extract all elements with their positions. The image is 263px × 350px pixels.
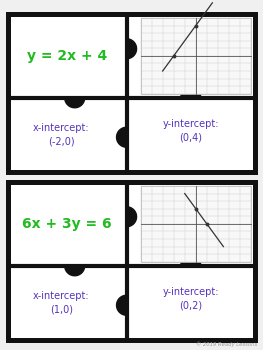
Bar (8, 14, 255, 172)
Polygon shape (117, 127, 127, 147)
Bar (8, 182, 255, 340)
Text: x-intercept:
(-2,0): x-intercept: (-2,0) (33, 123, 90, 147)
Bar (140, 186, 251, 262)
Polygon shape (117, 295, 127, 315)
Text: © 2019 Ready Lessons: © 2019 Ready Lessons (196, 341, 257, 347)
Text: y-intercept:
(0,4): y-intercept: (0,4) (163, 119, 219, 143)
Text: y = 2x + 4: y = 2x + 4 (27, 49, 107, 63)
Text: y-intercept:
(0,2): y-intercept: (0,2) (163, 287, 219, 311)
Text: x-intercept:
(1,0): x-intercept: (1,0) (33, 291, 90, 315)
Text: 6x + 3y = 6: 6x + 3y = 6 (22, 217, 112, 231)
Polygon shape (181, 88, 201, 98)
Polygon shape (65, 266, 85, 276)
Polygon shape (127, 207, 136, 227)
Polygon shape (65, 98, 85, 108)
Bar (8, 182, 255, 340)
Bar (8, 14, 255, 172)
Bar (140, 18, 251, 94)
Polygon shape (127, 39, 136, 59)
Bar (8, 182, 255, 340)
Polygon shape (181, 256, 201, 266)
Bar (8, 14, 255, 172)
